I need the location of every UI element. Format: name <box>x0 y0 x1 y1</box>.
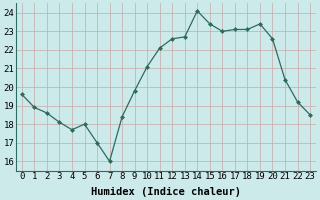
X-axis label: Humidex (Indice chaleur): Humidex (Indice chaleur) <box>91 186 241 197</box>
